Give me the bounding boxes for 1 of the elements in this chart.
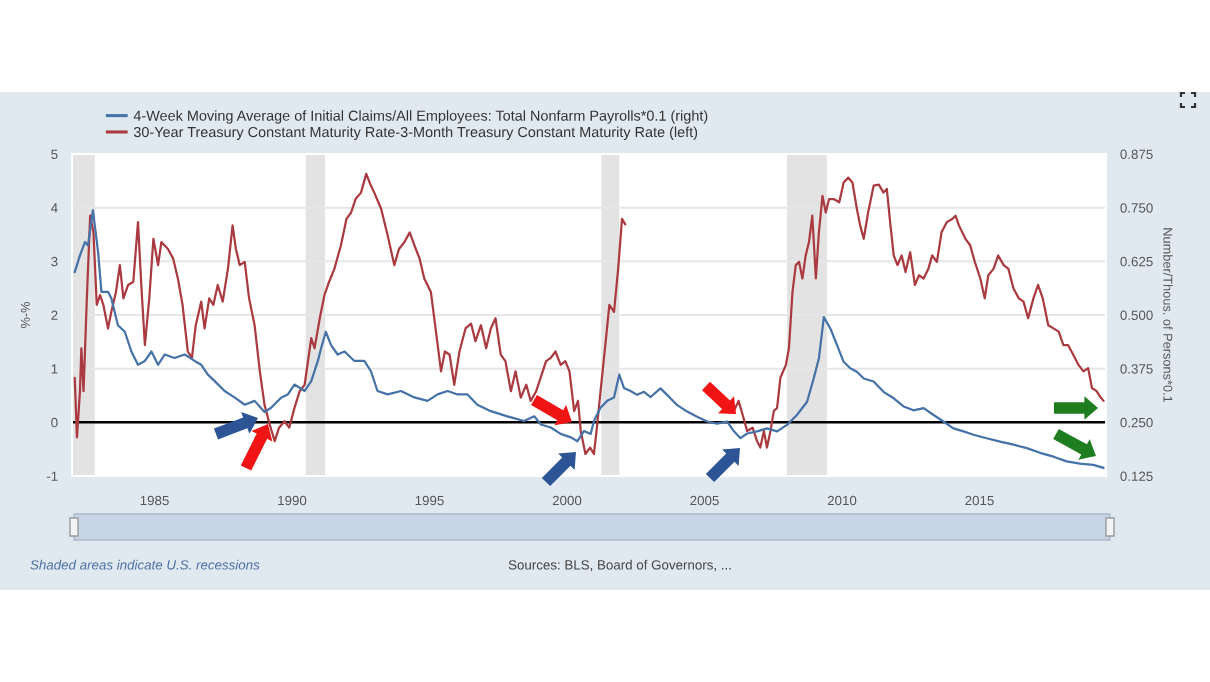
line-series bbox=[73, 209, 1105, 469]
